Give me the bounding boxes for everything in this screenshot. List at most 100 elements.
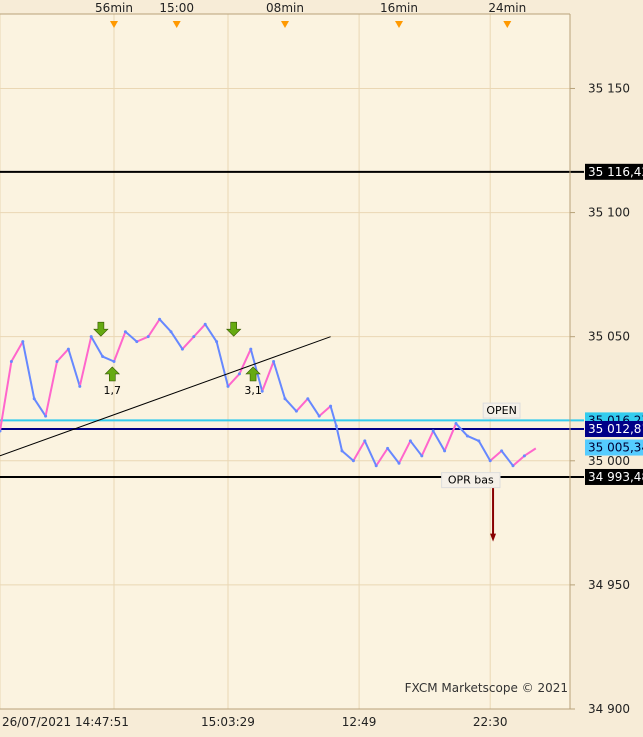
series-point bbox=[44, 414, 48, 418]
series-segment bbox=[455, 422, 469, 437]
series-point bbox=[431, 429, 435, 433]
series-segment bbox=[443, 423, 457, 452]
series-point bbox=[386, 446, 390, 450]
annotations: OPEN OPR bas bbox=[441, 402, 521, 489]
y-tick-label: 34 900 bbox=[588, 702, 630, 716]
y-tick-label: 35 150 bbox=[588, 81, 630, 95]
price-level-label: 35 116,42 bbox=[588, 165, 643, 179]
series-segment bbox=[477, 440, 492, 462]
series-point bbox=[237, 372, 241, 376]
series-segment bbox=[33, 398, 47, 417]
series-point bbox=[443, 449, 447, 453]
series-segment bbox=[318, 405, 332, 417]
trade-markers: 1,7 3,1 bbox=[93, 321, 497, 542]
series-segment bbox=[102, 355, 115, 363]
price-level-label: 35 012,81 bbox=[588, 422, 643, 436]
series-segment bbox=[261, 361, 275, 392]
series-segment bbox=[335, 425, 343, 452]
x-top-tick-label: 08min bbox=[266, 1, 304, 15]
x-top-tick-label: 24min bbox=[488, 1, 526, 15]
series-point bbox=[454, 422, 458, 426]
series-point bbox=[522, 454, 526, 458]
series-segment bbox=[0, 361, 13, 432]
series-point bbox=[511, 464, 515, 468]
series-point bbox=[9, 360, 13, 363]
series-segment bbox=[44, 361, 58, 417]
series-point bbox=[249, 347, 253, 351]
price-level-tag bbox=[585, 163, 643, 180]
series-segment bbox=[523, 447, 537, 457]
series-segment bbox=[21, 341, 36, 399]
series-segment bbox=[78, 336, 93, 387]
series-point bbox=[306, 397, 310, 401]
series-point bbox=[180, 347, 184, 351]
x-top-tick-marker bbox=[281, 21, 289, 28]
series-segment bbox=[467, 435, 480, 442]
x-top-tick-marker bbox=[172, 21, 181, 28]
series-segment bbox=[193, 323, 206, 338]
series-point bbox=[32, 397, 36, 401]
series-segment bbox=[284, 398, 298, 412]
price-level-tag bbox=[585, 420, 643, 437]
series-point bbox=[477, 439, 481, 443]
series-segment bbox=[409, 440, 423, 457]
x-top-tick-label: 56min bbox=[95, 1, 133, 15]
series-point bbox=[397, 461, 401, 465]
series-point bbox=[78, 384, 82, 388]
series-segment bbox=[10, 341, 24, 362]
series-segment bbox=[272, 361, 286, 400]
series-segment bbox=[352, 440, 366, 462]
series-segment bbox=[489, 450, 503, 462]
price-series bbox=[0, 317, 537, 468]
x-top-tick-label: 16min bbox=[380, 1, 418, 15]
series-segment bbox=[181, 336, 195, 350]
series-point bbox=[294, 409, 298, 413]
up-arrow-icon bbox=[245, 366, 261, 382]
series-segment bbox=[363, 440, 378, 467]
series-segment bbox=[295, 398, 309, 412]
series-point bbox=[101, 355, 105, 359]
y-tick-label: 35 050 bbox=[588, 330, 630, 344]
plot-area bbox=[0, 14, 570, 709]
series-point bbox=[272, 360, 276, 363]
series-segment bbox=[398, 440, 412, 464]
series-segment bbox=[147, 318, 161, 338]
series-segment bbox=[170, 331, 184, 350]
series-point bbox=[334, 424, 338, 428]
down-arrow-icon bbox=[225, 321, 242, 337]
series-point bbox=[340, 449, 344, 453]
series-point bbox=[488, 459, 492, 463]
series-segment bbox=[341, 450, 355, 462]
x-top-tick-label: 15:00 bbox=[159, 1, 194, 15]
series-segment bbox=[124, 330, 138, 343]
marker-label: 3,1 bbox=[244, 384, 262, 397]
x-top-tick-marker bbox=[503, 21, 512, 28]
y-tick-label: 34 950 bbox=[588, 578, 630, 592]
down-arrow-icon bbox=[93, 321, 109, 337]
y-tick-label: 35 100 bbox=[588, 206, 630, 220]
series-segment bbox=[204, 323, 218, 343]
series-point bbox=[260, 389, 264, 393]
series-point bbox=[146, 335, 150, 339]
annotation-box bbox=[441, 472, 501, 489]
series-point bbox=[66, 347, 70, 351]
series-segment bbox=[113, 331, 127, 362]
series-segment bbox=[512, 455, 526, 467]
series-segment bbox=[215, 341, 229, 387]
series-segment bbox=[136, 335, 149, 343]
series-point bbox=[420, 454, 424, 458]
trendline-group bbox=[0, 336, 331, 457]
big-down-arrow-icon bbox=[490, 533, 497, 542]
series-point bbox=[55, 360, 59, 363]
price-level-tag bbox=[585, 439, 643, 456]
series-segment bbox=[67, 348, 81, 387]
series-point bbox=[215, 340, 219, 344]
series-point bbox=[169, 330, 173, 334]
series-segment bbox=[227, 373, 241, 387]
series-point bbox=[408, 439, 412, 443]
series-segment bbox=[238, 348, 252, 375]
series-segment bbox=[306, 398, 321, 417]
series-segment bbox=[329, 405, 338, 427]
price-level-label: 34 993,48 bbox=[588, 470, 643, 484]
series-point bbox=[158, 317, 162, 321]
